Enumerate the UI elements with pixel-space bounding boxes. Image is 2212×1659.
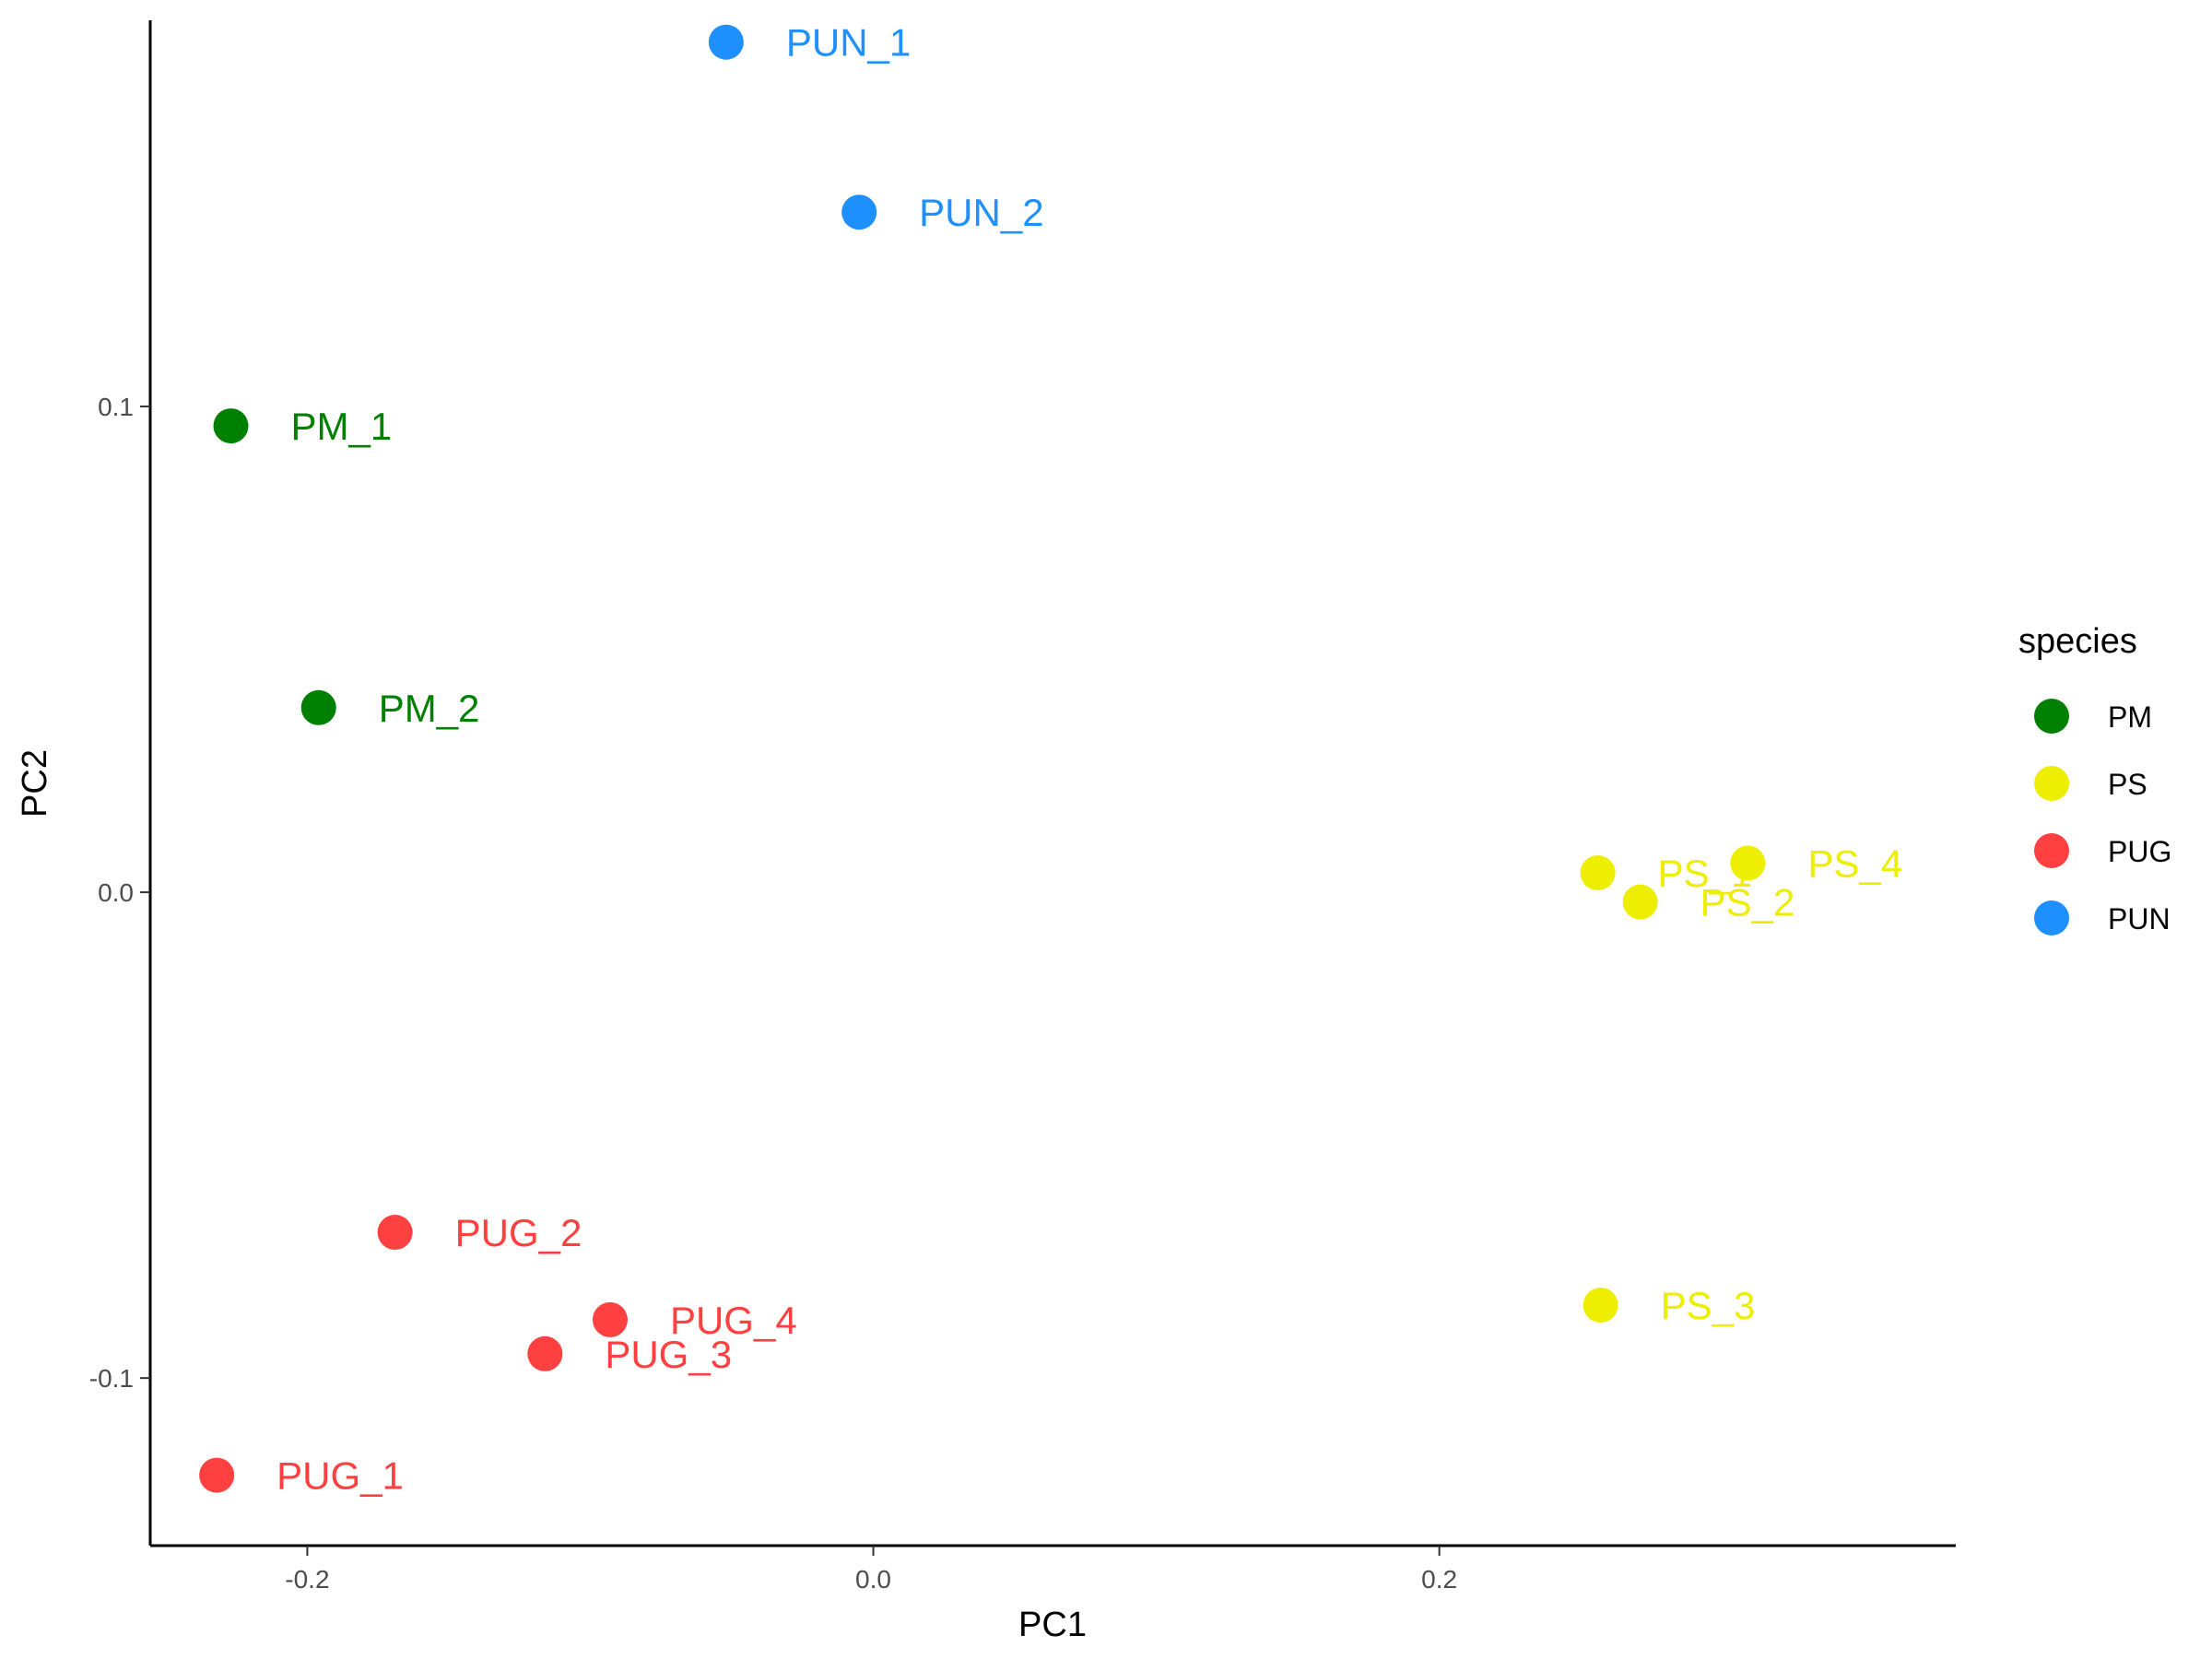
y-tick-label: 0.0: [98, 878, 134, 907]
point-label-ps-2: PS_2: [1700, 881, 1795, 924]
data-point-pug-4: [592, 1301, 628, 1337]
x-tick-label: -0.2: [285, 1565, 329, 1594]
legend-items: PM PS PUG PUN: [2034, 699, 2171, 935]
x-ticks: -0.2 0.0 0.2: [285, 1546, 1457, 1594]
data-point-ps-1: [1580, 855, 1616, 891]
legend-key-pug: [2034, 833, 2069, 868]
y-tick-label: 0.1: [98, 393, 134, 421]
y-ticks: -0.1 0.0 0.1: [89, 393, 150, 1393]
x-tick-label: 0.2: [1421, 1565, 1457, 1594]
point-label-pug-3: PUG_3: [605, 1333, 732, 1376]
x-axis-title: PC1: [1018, 1606, 1087, 1644]
point-labels: PM_1PM_2PS_1PS_2PS_3PS_4PUG_1PUG_2PUG_3P…: [276, 21, 1902, 1498]
legend-title: species: [2018, 622, 2137, 661]
point-label-ps-4: PS_4: [1807, 841, 1902, 885]
x-tick-label: 0.0: [855, 1565, 891, 1594]
point-label-ps-3: PS_3: [1661, 1284, 1756, 1327]
data-point-ps-2: [1622, 884, 1658, 920]
data-point-pug-1: [199, 1457, 235, 1493]
point-label-pug-2: PUG_2: [455, 1211, 582, 1254]
data-point-pug-2: [377, 1215, 413, 1251]
legend-key-pm: [2034, 699, 2069, 734]
point-label-ps-1: PS_1: [1658, 852, 1753, 895]
y-axis-title: PC2: [16, 749, 54, 818]
legend-key-ps: [2034, 766, 2069, 801]
axes: [148, 20, 1956, 1547]
data-point-pug-3: [527, 1335, 563, 1371]
data-point-pun-1: [708, 24, 744, 60]
data-point-pm-2: [300, 689, 336, 725]
data-point-ps-3: [1583, 1288, 1618, 1324]
point-label-pun-2: PUN_2: [919, 191, 1043, 234]
data-point-pm-1: [213, 408, 249, 444]
legend-label-pm: PM: [2108, 700, 2152, 734]
point-label-pun-1: PUN_1: [786, 21, 911, 65]
legend-key-pun: [2034, 900, 2069, 935]
point-label-pug-1: PUG_1: [276, 1454, 404, 1498]
legend-label-pun: PUN: [2108, 902, 2171, 935]
y-tick-label: -0.1: [89, 1364, 134, 1393]
point-label-pug-4: PUG_4: [670, 1299, 797, 1342]
data-point-pun-2: [841, 194, 877, 230]
data-points: [199, 24, 1766, 1493]
legend-label-ps: PS: [2108, 768, 2147, 801]
legend-label-pug: PUG: [2108, 835, 2171, 868]
point-label-pm-2: PM_2: [379, 687, 480, 730]
point-label-pm-1: PM_1: [291, 405, 393, 448]
legend: species PM PS PUG PUN: [2018, 622, 2171, 935]
data-point-ps-4: [1730, 845, 1766, 881]
